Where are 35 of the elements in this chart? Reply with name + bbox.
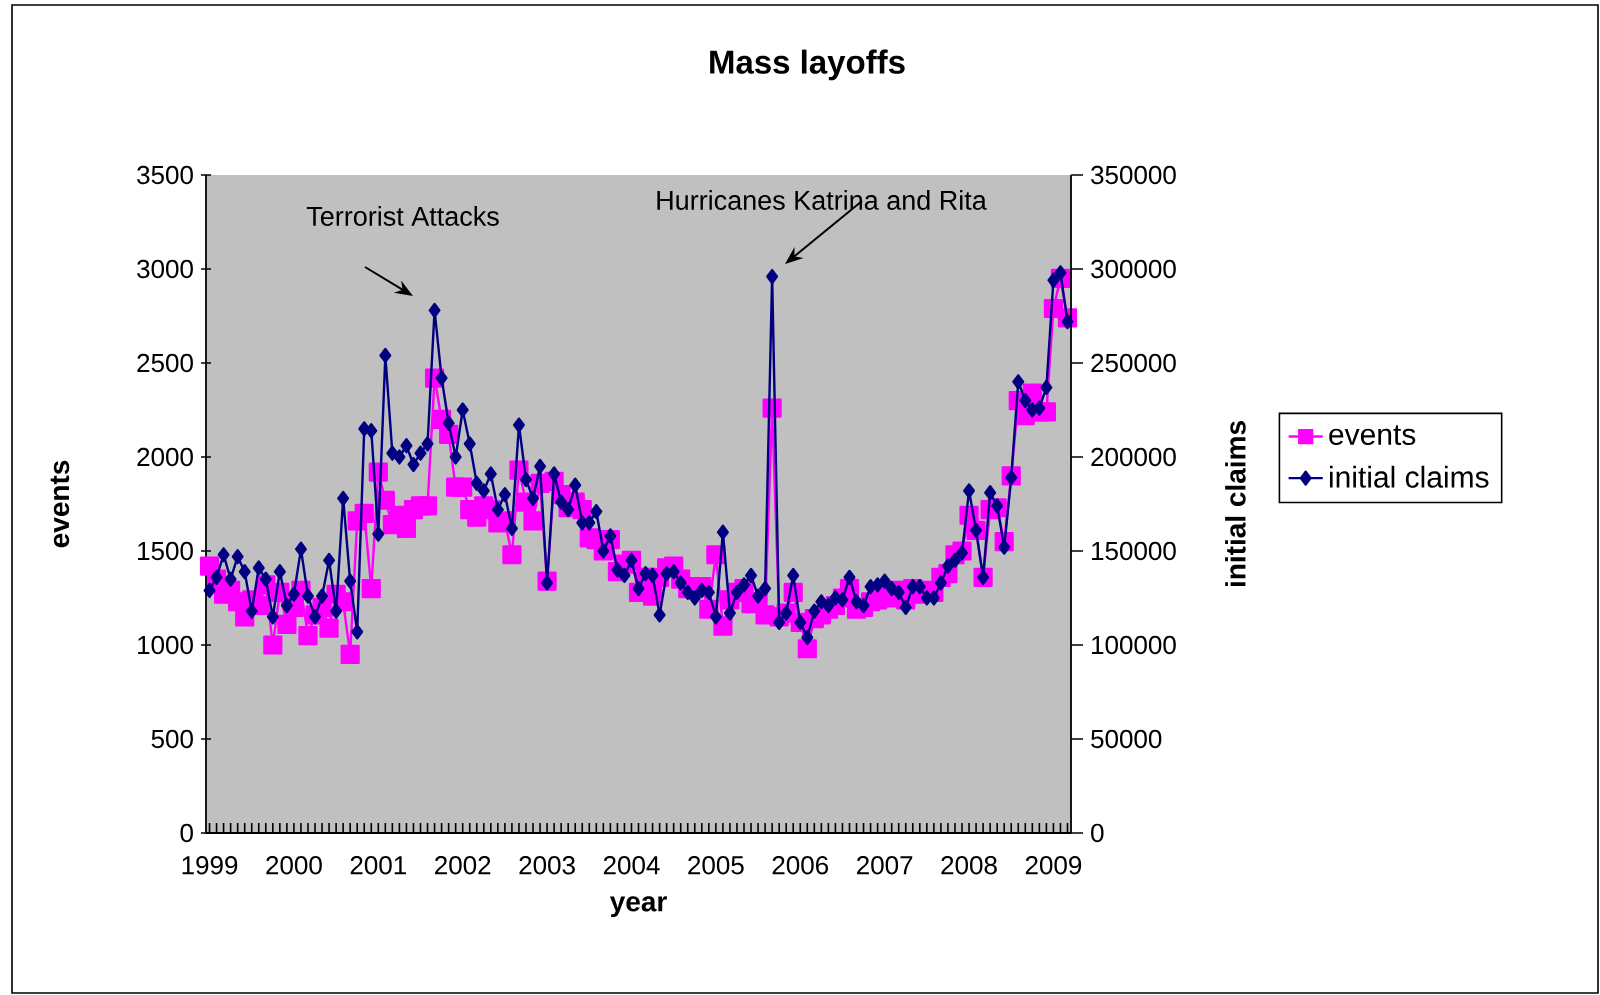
y2-tick-label: 0 <box>1091 823 1104 843</box>
x-tick-label: 2009 <box>1025 856 1082 875</box>
y2-tick-label: 50000 <box>1091 729 1162 749</box>
y2-tick-label: 350000 <box>1091 165 1176 185</box>
y-tick-label: 0 <box>180 823 193 843</box>
y2-tick-label: 150000 <box>1092 541 1176 561</box>
y-axis-title: events <box>50 460 70 548</box>
x-tick-label: 2006 <box>772 856 829 875</box>
y-tick-label: 1500 <box>138 541 193 561</box>
legend-label: initial claims <box>1329 465 1489 488</box>
x-tick-label: 2001 <box>350 856 406 875</box>
x-tick-label: 2003 <box>519 856 575 875</box>
y-tick-label: 2000 <box>137 447 193 467</box>
x-tick-label: 2004 <box>603 856 660 875</box>
y-tick-label: 3000 <box>137 259 193 279</box>
y-tick-label: 2500 <box>137 353 193 373</box>
y-tick-label: 500 <box>151 729 193 749</box>
x-tick-label: 2007 <box>857 856 913 875</box>
x-tick-label: 1999 <box>182 856 238 875</box>
annotation: Terrorist Attacks <box>306 206 499 226</box>
legend-label: events <box>1329 425 1416 446</box>
x-tick-label: 2002 <box>435 856 491 875</box>
y-tick-label: 1000 <box>138 635 193 655</box>
y2-axis-title: initial claims <box>1225 421 1246 587</box>
y2-tick-label: 250000 <box>1091 353 1176 373</box>
x-tick-label: 2008 <box>941 856 997 875</box>
y2-tick-label: 200000 <box>1091 447 1176 467</box>
x-tick-label: 2005 <box>688 856 744 875</box>
chart-title: Mass layoffs <box>710 49 905 81</box>
x-tick-label: 2000 <box>266 856 322 875</box>
y2-tick-label: 300000 <box>1091 259 1176 279</box>
annotation: Hurricanes Katrina and Rita <box>657 190 987 210</box>
y-tick-label: 3500 <box>137 165 193 185</box>
x-axis-title: year <box>609 896 667 918</box>
y2-tick-label: 100000 <box>1092 635 1176 655</box>
